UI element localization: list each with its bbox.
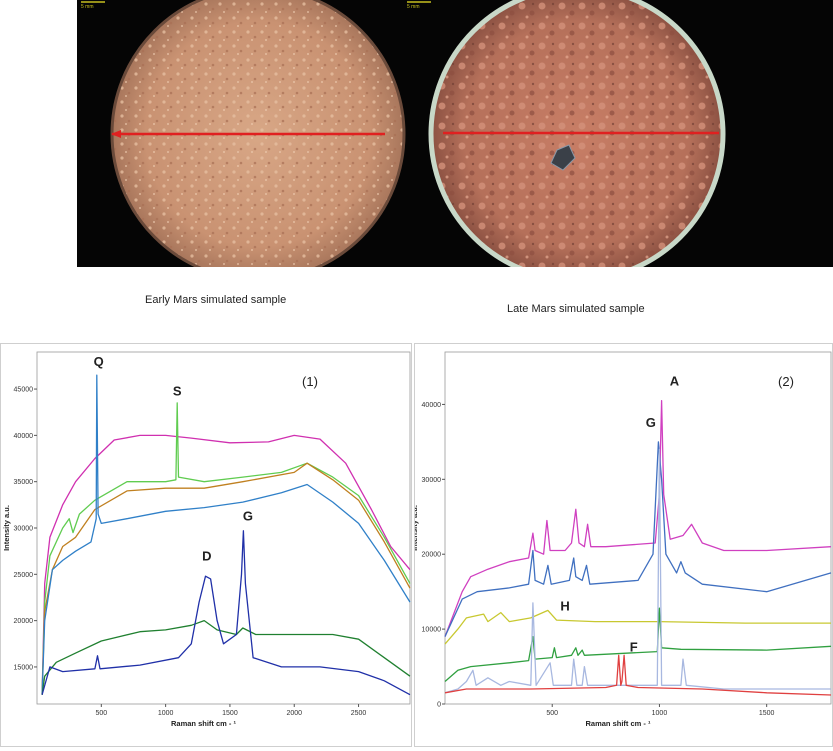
series-line-4 <box>41 374 411 695</box>
series-line-1 <box>41 434 411 695</box>
x-tick-label: 500 <box>546 710 558 717</box>
x-axis-label: Raman shift cm - ¹ <box>171 719 237 728</box>
spectrum-chart-2-panel: 0 10000 20000 30000 40000 500 1000 1500 Raman sh… <box>410 343 833 747</box>
spectrum-chart-2: 0 10000 20000 30000 40000 500 1000 1500 Raman sh… <box>410 351 832 728</box>
early-mars-sample-texture <box>112 0 404 280</box>
series-line-1 <box>444 400 832 637</box>
y-tick-label: 30000 <box>14 526 34 533</box>
y-tick-label: 30000 <box>422 477 442 484</box>
left-scale-label: 5 mm <box>81 4 94 10</box>
x-tick-label: 1000 <box>652 710 668 717</box>
peak-label-s: S <box>173 384 182 399</box>
x-tick-label: 1500 <box>222 710 238 717</box>
dark-crystal-grain <box>550 144 576 171</box>
peak-label-q: Q <box>94 354 104 369</box>
peak-label-a: A <box>670 374 680 389</box>
x-tick-label: 1500 <box>759 710 775 717</box>
x-tick-label: 2500 <box>351 710 367 717</box>
peak-label-g: G <box>646 415 656 430</box>
x-axis-label: Raman shift cm - ¹ <box>585 719 651 728</box>
y-tick-label: 40000 <box>14 433 34 440</box>
peak-label-d: D <box>202 548 211 563</box>
peak-label-h: H <box>560 598 569 613</box>
x-tick-label: 1000 <box>158 710 174 717</box>
spectrum-chart-1-panel: 15000 20000 25000 30000 35000 40000 45000 500 10… <box>0 343 412 747</box>
y-tick-label: 20000 <box>422 552 442 559</box>
series-line-3 <box>444 609 831 645</box>
y-axis-label: Intensity a.u. <box>415 505 419 551</box>
y-tick-label: 35000 <box>14 479 34 486</box>
panel-label: (1) <box>302 374 318 389</box>
peak-label-f: F <box>630 640 638 655</box>
series-line-5 <box>444 448 831 694</box>
x-tick-label: 2000 <box>286 710 302 717</box>
y-tick-label: 0 <box>437 702 441 709</box>
y-tick-label: 40000 <box>422 402 442 409</box>
peak-label-g: G <box>243 509 253 524</box>
early-mars-caption: Early Mars simulated sample <box>145 294 287 306</box>
y-tick-label: 25000 <box>14 572 34 579</box>
series-line-2 <box>41 402 411 695</box>
late-mars-sample-texture <box>431 0 723 280</box>
x-tick-label: 500 <box>95 710 107 717</box>
y-tick-label: 20000 <box>14 618 34 625</box>
spectrum-chart-1: 15000 20000 25000 30000 35000 40000 45000 500 10… <box>2 351 411 728</box>
right-scale-label: 5 mm <box>407 4 420 10</box>
series-line-2 <box>444 441 832 637</box>
plot-area <box>444 351 832 705</box>
series-line-6 <box>444 654 832 696</box>
early-scan-line-arrow <box>111 130 121 138</box>
y-tick-label: 10000 <box>422 627 442 634</box>
sample-photos-panel: 5 mm 5 mm <box>77 0 833 283</box>
late-mars-caption: Late Mars simulated sample <box>507 303 645 315</box>
plot-area <box>36 351 411 705</box>
y-axis-label: Intensity a.u. <box>2 505 11 551</box>
y-tick-label: 45000 <box>14 387 34 394</box>
series-line-6 <box>41 530 411 696</box>
series-line-5 <box>41 619 411 695</box>
panel-label: (2) <box>778 374 794 389</box>
series-line-3 <box>41 462 411 695</box>
y-tick-label: 15000 <box>14 664 34 671</box>
sample-photos-svg: 5 mm 5 mm <box>81 0 726 283</box>
